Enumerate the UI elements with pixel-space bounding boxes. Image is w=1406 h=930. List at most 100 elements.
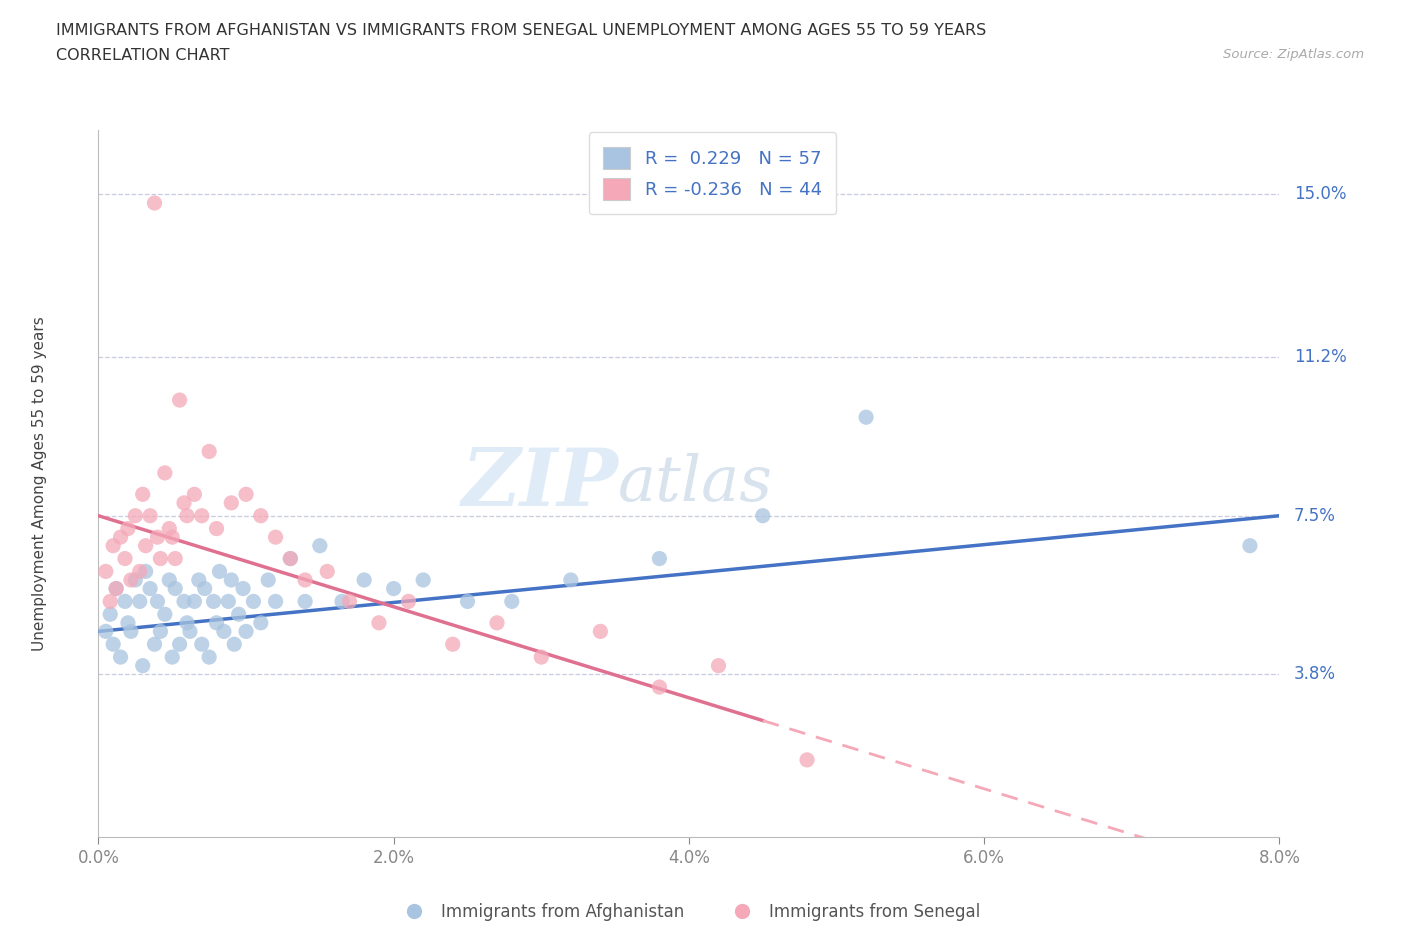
Point [105,581,128,596]
Point [412,573,434,588]
Text: IMMIGRANTS FROM AFGHANISTAN VS IMMIGRANTS FROM SENEGAL UNEMPLOYMENT AMONG AGES 5: IMMIGRANTS FROM AFGHANISTAN VS IMMIGRANT… [56,23,987,38]
Point [294,594,316,609]
Point [187,573,209,588]
Point [165,581,187,596]
Point [316,564,339,578]
Point [212,624,235,639]
Point [120,624,142,639]
Point [143,195,166,210]
Point [337,594,360,609]
Point [105,581,128,596]
Point [235,487,257,502]
Point [190,637,214,652]
Point [103,637,125,652]
Point [98,606,121,621]
Point [264,594,287,609]
Point [751,509,773,524]
Point [128,564,150,578]
Point [198,650,221,665]
Point [157,521,180,536]
Point [157,573,180,588]
Point [382,581,405,596]
Point [1239,538,1261,553]
Point [235,624,257,639]
Point [250,616,273,631]
Point [367,616,389,631]
Point [135,538,157,553]
Point [143,637,166,652]
Point [441,637,464,652]
Point [501,594,523,609]
Point [205,521,228,536]
Point [132,658,155,673]
Point [707,658,730,673]
Text: ZIP: ZIP [461,445,619,523]
Point [250,509,273,524]
Point [110,530,132,545]
Point [308,538,332,553]
Point [648,551,671,566]
Text: Unemployment Among Ages 55 to 59 years: Unemployment Among Ages 55 to 59 years [32,316,46,651]
Point [149,624,172,639]
Point [162,530,183,545]
Point [589,624,612,639]
Point [330,594,353,609]
Point [153,465,176,480]
Point [202,594,225,609]
Point [194,581,217,596]
Point [278,551,301,566]
Text: CORRELATION CHART: CORRELATION CHART [56,48,229,63]
Point [173,496,195,511]
Text: atlas: atlas [619,453,773,514]
Point [456,594,478,609]
Point [103,538,125,553]
Point [183,487,205,502]
Point [124,573,146,588]
Point [117,521,139,536]
Point [190,509,214,524]
Point [205,616,228,631]
Point [648,680,671,695]
Point [242,594,264,609]
Legend: Immigrants from Afghanistan, Immigrants from Senegal: Immigrants from Afghanistan, Immigrants … [391,897,987,927]
Point [128,594,150,609]
Point [94,564,117,578]
Point [114,594,136,609]
Point [219,496,242,511]
Point [232,581,254,596]
Point [264,530,287,545]
Point [135,564,157,578]
Point [124,509,146,524]
Point [198,444,221,458]
Point [162,650,183,665]
Point [146,594,169,609]
Point [173,594,195,609]
Point [486,616,509,631]
Point [796,752,818,767]
Point [110,650,132,665]
Point [224,637,246,652]
Point [257,573,280,588]
Point [169,392,191,407]
Text: 7.5%: 7.5% [1294,507,1336,525]
Point [165,551,187,566]
Point [855,410,877,425]
Point [208,564,231,578]
Point [132,487,155,502]
Point [530,650,553,665]
Point [353,573,375,588]
Point [94,624,117,639]
Point [219,573,242,588]
Point [169,637,191,652]
Point [278,551,301,566]
Point [146,530,169,545]
Text: 11.2%: 11.2% [1294,348,1347,366]
Point [149,551,172,566]
Text: 15.0%: 15.0% [1294,185,1346,204]
Point [183,594,205,609]
Point [114,551,136,566]
Point [560,573,582,588]
Point [228,606,250,621]
Point [98,594,121,609]
Point [217,594,239,609]
